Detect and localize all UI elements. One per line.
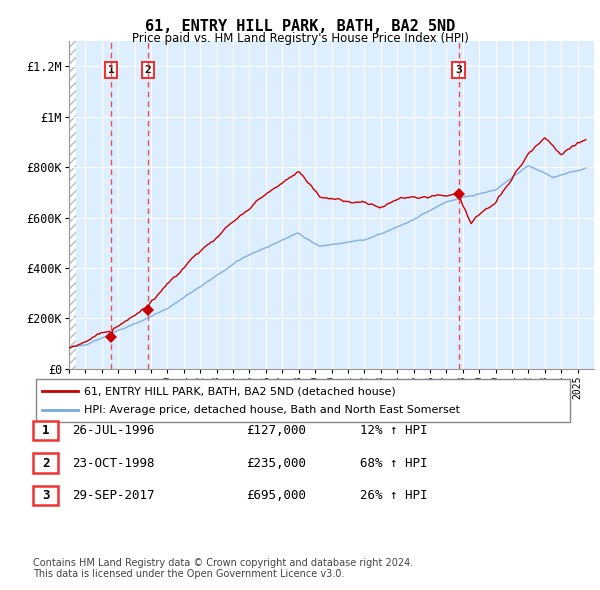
- Text: 2: 2: [145, 65, 151, 76]
- Text: 29-SEP-2017: 29-SEP-2017: [72, 489, 155, 502]
- Text: 68% ↑ HPI: 68% ↑ HPI: [360, 457, 427, 470]
- Text: 61, ENTRY HILL PARK, BATH, BA2 5ND (detached house): 61, ENTRY HILL PARK, BATH, BA2 5ND (deta…: [84, 386, 396, 396]
- Text: 1: 1: [108, 65, 115, 76]
- Text: £235,000: £235,000: [246, 457, 306, 470]
- Text: 26-JUL-1996: 26-JUL-1996: [72, 424, 155, 437]
- Bar: [111, 41, 148, 369]
- Text: 3: 3: [455, 65, 462, 76]
- Text: 12% ↑ HPI: 12% ↑ HPI: [360, 424, 427, 437]
- Text: 61, ENTRY HILL PARK, BATH, BA2 5ND: 61, ENTRY HILL PARK, BATH, BA2 5ND: [145, 19, 455, 34]
- Text: Price paid vs. HM Land Registry's House Price Index (HPI): Price paid vs. HM Land Registry's House …: [131, 32, 469, 45]
- Text: Contains HM Land Registry data © Crown copyright and database right 2024.
This d: Contains HM Land Registry data © Crown c…: [33, 558, 413, 579]
- Text: 23-OCT-1998: 23-OCT-1998: [72, 457, 155, 470]
- Text: 2: 2: [42, 457, 49, 470]
- Text: HPI: Average price, detached house, Bath and North East Somerset: HPI: Average price, detached house, Bath…: [84, 405, 460, 415]
- Text: £127,000: £127,000: [246, 424, 306, 437]
- Text: £695,000: £695,000: [246, 489, 306, 502]
- Text: 26% ↑ HPI: 26% ↑ HPI: [360, 489, 427, 502]
- Text: 1: 1: [42, 424, 49, 437]
- Text: 3: 3: [42, 489, 49, 502]
